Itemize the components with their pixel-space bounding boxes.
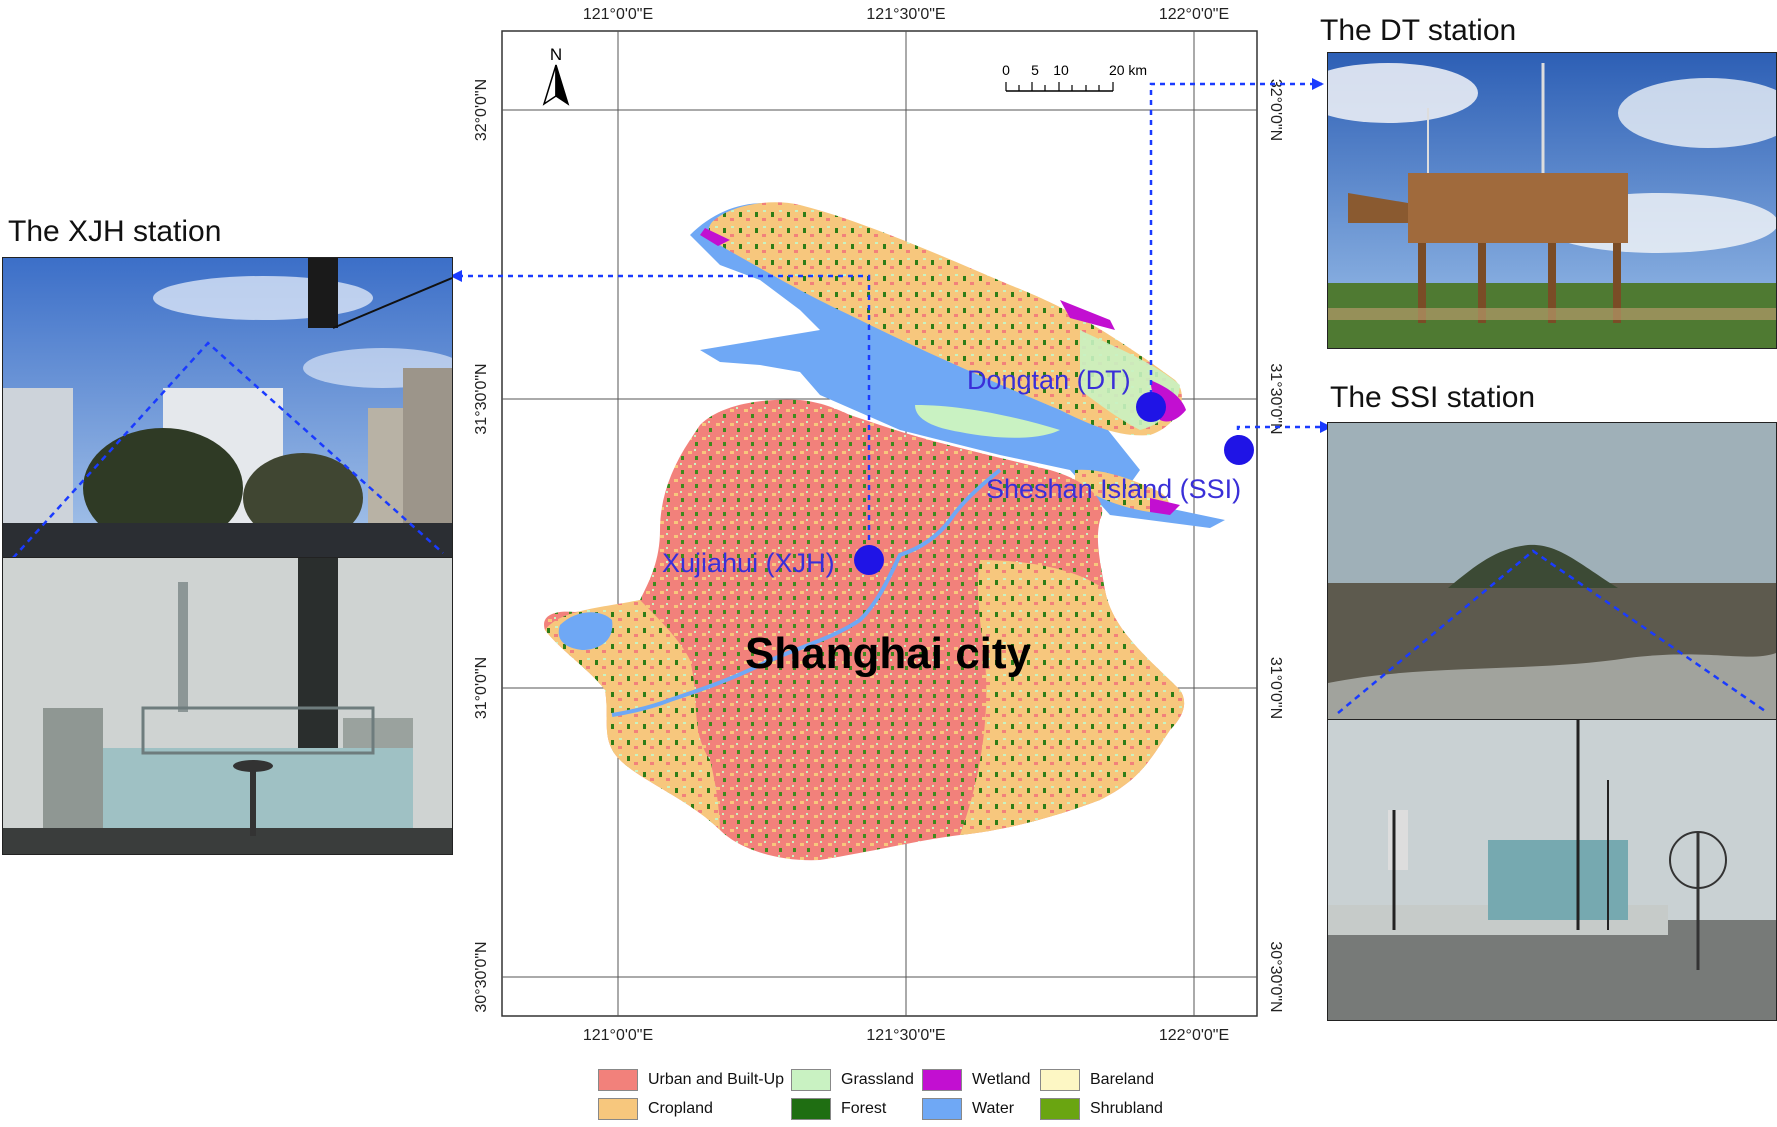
ssi-marker	[1224, 435, 1254, 465]
legend-item-wetland: Wetland	[922, 1069, 1030, 1091]
site-labels: Xujiahui (XJH) Dongtan (DT) Sheshan Isla…	[662, 365, 1241, 578]
scale-bar: 0 5 10 20 km	[1002, 62, 1147, 92]
lon-label-top-121: 121°0'0"E	[583, 6, 653, 23]
legend-swatch-shrubland	[1040, 1098, 1080, 1120]
legend-label-forest: Forest	[841, 1100, 887, 1117]
lon-label-bottom-121-30: 121°30'0"E	[866, 1027, 945, 1044]
changxing-island	[915, 405, 1060, 438]
legend-swatch-bareland	[1040, 1069, 1080, 1091]
lon-label-bottom-122: 122°0'0"E	[1159, 1027, 1229, 1044]
xjh-site-label: Xujiahui (XJH)	[662, 548, 835, 578]
legend-swatch-urban	[598, 1069, 638, 1091]
city-label: Shanghai city	[745, 629, 1032, 678]
legend-item-shrubland: Shrubland	[1040, 1098, 1163, 1120]
xjh-instrument-photo	[2, 557, 453, 855]
lat-label-left-32: 32°0'0"N	[473, 79, 490, 141]
xjh-street-photo	[2, 257, 453, 559]
legend-item-grassland: Grassland	[791, 1069, 914, 1091]
lat-labels: 32°0'0"N 31°30'0"N 31°0'0"N 30°30'0"N 32…	[473, 79, 1284, 1013]
legend-item-cropland: Cropland	[598, 1098, 713, 1120]
lat-label-left-31-30: 31°30'0"N	[473, 363, 490, 434]
legend-label-urban: Urban and Built-Up	[648, 1071, 785, 1088]
north-arrow: N	[542, 45, 570, 106]
legend-swatch-forest	[791, 1098, 831, 1120]
legend-label-cropland: Cropland	[648, 1100, 713, 1117]
lat-label-right-31-30: 31°30'0"N	[1267, 363, 1284, 434]
chongming-island	[708, 202, 1182, 436]
legend-label-wetland: Wetland	[972, 1071, 1031, 1088]
ssi-site-label: Sheshan Island (SSI)	[986, 474, 1241, 504]
legend-label-grassland: Grassland	[841, 1071, 914, 1088]
lat-label-left-30-30: 30°30'0"N	[473, 941, 490, 1012]
site-markers	[854, 392, 1254, 575]
scale-label-10: 10	[1053, 62, 1069, 78]
legend-swatch-wetland	[922, 1069, 962, 1091]
ssi-connector	[1236, 421, 1332, 450]
ssi-island-photo	[1327, 422, 1777, 721]
north-label: N	[550, 45, 562, 64]
lat-label-left-31: 31°0'0"N	[473, 657, 490, 719]
dianshan-lake	[558, 612, 613, 650]
legend-item-urban: Urban and Built-Up	[598, 1069, 784, 1091]
legend-swatch-cropland	[598, 1098, 638, 1120]
ssi-station-title: The SSI station	[1330, 381, 1536, 414]
lat-label-right-32: 32°0'0"N	[1267, 79, 1284, 141]
ssi-instrument-photo	[1327, 719, 1777, 1021]
dt-site-label: Dongtan (DT)	[967, 365, 1131, 395]
legend-label-shrubland: Shrubland	[1090, 1100, 1163, 1117]
xjh-marker	[854, 545, 884, 575]
legend-swatch-grassland	[791, 1069, 831, 1091]
dt-station-photo	[1327, 52, 1777, 349]
lon-label-bottom-121: 121°0'0"E	[583, 1027, 653, 1044]
xjh-connector	[450, 270, 871, 560]
legend-item-forest: Forest	[791, 1098, 886, 1120]
lon-label-top-122: 122°0'0"E	[1159, 6, 1229, 23]
hengsha-island	[1075, 469, 1169, 512]
connector-lines	[450, 78, 1332, 560]
legend-item-bareland: Bareland	[1040, 1069, 1154, 1091]
land-cover-map	[544, 202, 1225, 861]
legend-swatch-water	[922, 1098, 962, 1120]
xjh-station-title: The XJH station	[8, 215, 222, 248]
scale-label-20km: 20 km	[1109, 62, 1147, 78]
huangpu-river	[611, 468, 1002, 717]
scale-label-0: 0	[1002, 62, 1010, 78]
lon-label-top-121-30: 121°30'0"E	[866, 6, 945, 23]
lat-label-right-30-30: 30°30'0"N	[1267, 941, 1284, 1012]
lat-label-right-31: 31°0'0"N	[1267, 657, 1284, 719]
legend-label-water: Water	[972, 1100, 1015, 1117]
dt-station-title: The DT station	[1320, 14, 1517, 47]
dt-marker	[1136, 392, 1166, 422]
legend-label-bareland: Bareland	[1090, 1071, 1155, 1088]
dt-connector	[1149, 78, 1324, 405]
lon-labels: 121°0'0"E 121°30'0"E 122°0'0"E 121°0'0"E…	[583, 6, 1229, 1044]
legend-item-water: Water	[922, 1098, 1014, 1120]
scale-label-5: 5	[1031, 62, 1039, 78]
